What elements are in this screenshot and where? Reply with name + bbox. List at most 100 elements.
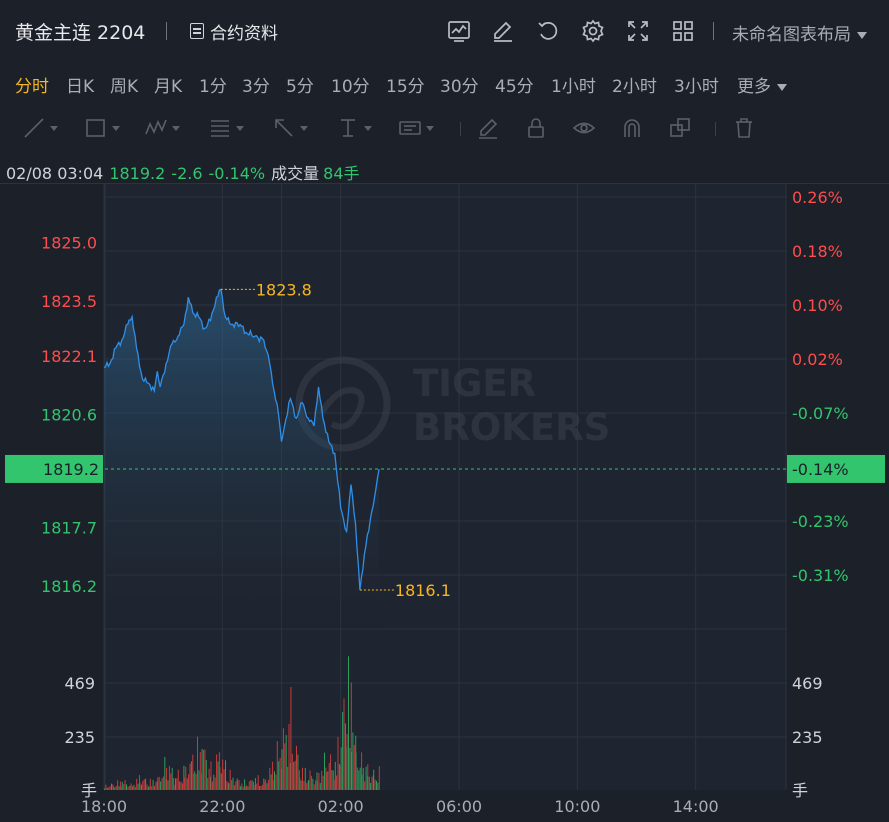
volume-bar <box>256 783 258 790</box>
tab-period-more[interactable]: 更多 <box>737 72 787 97</box>
volume-bar <box>128 786 130 790</box>
volume-bar <box>195 773 197 790</box>
volume-bar <box>358 770 360 790</box>
current-pct-tag-bg <box>787 454 885 483</box>
volume-bar <box>359 767 361 790</box>
tab-period-30min[interactable]: 30分 <box>440 77 479 97</box>
rect-tool-icon[interactable] <box>84 116 120 140</box>
copy-icon[interactable] <box>668 116 692 140</box>
tab-period-day[interactable]: 日K <box>66 77 95 97</box>
contract-info-label: 合约资料 <box>210 23 278 44</box>
tab-period-3min[interactable]: 3分 <box>242 77 270 97</box>
arrow-tool-icon[interactable] <box>272 116 308 140</box>
volume-bar <box>313 784 315 790</box>
tab-period-10min[interactable]: 10分 <box>331 77 370 97</box>
volume-bar <box>112 786 114 790</box>
volume-bar <box>267 779 269 790</box>
current-pct-tag: -0.14% <box>792 460 849 479</box>
tab-period-5min[interactable]: 5分 <box>286 77 314 97</box>
watermark-line1: TIGER <box>413 362 536 405</box>
text-label-tool-icon[interactable] <box>398 116 434 140</box>
volume-bar <box>142 780 144 790</box>
undo-icon[interactable] <box>535 18 561 44</box>
tab-period-1h[interactable]: 1小时 <box>551 77 596 97</box>
volume-bar <box>132 786 133 790</box>
volume-bar <box>285 735 287 790</box>
time-tick-label: 10:00 <box>554 797 600 816</box>
lock-icon[interactable] <box>524 116 548 140</box>
volume-bar <box>370 783 372 790</box>
fullscreen-icon[interactable] <box>625 18 651 44</box>
volume-bar <box>183 777 185 790</box>
more-label: 更多 <box>737 77 771 97</box>
time-tick-label: 06:00 <box>436 797 482 816</box>
fib-tool-icon[interactable] <box>208 116 244 140</box>
quote-datetime: 02/08 03:04 <box>6 164 104 183</box>
volume-bar <box>166 767 168 790</box>
volume-bar <box>250 780 252 790</box>
volume-bar <box>192 754 194 790</box>
line-tool-icon[interactable] <box>22 116 58 140</box>
volume-bar <box>296 745 297 790</box>
tab-period-45min[interactable]: 45分 <box>495 77 534 97</box>
tab-period-1min[interactable]: 1分 <box>199 77 227 97</box>
volume-bar <box>242 786 244 790</box>
volume-bar <box>336 775 338 790</box>
pct-tick-label: 0.10% <box>792 296 843 315</box>
volume-bar <box>356 767 358 790</box>
volume-bar <box>279 757 281 790</box>
high-label: 1823.8 <box>256 280 312 299</box>
volume-bar <box>344 723 346 790</box>
volume-bar <box>170 773 172 790</box>
eye-icon[interactable] <box>572 116 596 140</box>
volume-bar <box>229 769 231 790</box>
layout-name-dropdown[interactable]: 未命名图表布局 <box>732 20 867 45</box>
low-label: 1816.1 <box>395 581 451 600</box>
tab-period-3h[interactable]: 3小时 <box>674 77 719 97</box>
trash-icon[interactable] <box>732 116 756 140</box>
tab-period-timeshare[interactable]: 分时 <box>15 77 49 97</box>
tab-period-week[interactable]: 周K <box>110 77 139 97</box>
volume-bar <box>266 783 268 790</box>
gear-icon[interactable] <box>580 18 606 44</box>
period-tabs: 分时 日K 周K 月K 1分 3分 5分 10分 15分 30分 45分 1小时… <box>0 62 889 104</box>
volume-bar <box>175 778 176 790</box>
tab-period-month[interactable]: 月K <box>154 77 183 97</box>
volume-bar <box>330 754 332 790</box>
wave-tool-icon[interactable] <box>144 116 180 140</box>
chart-line-icon[interactable] <box>446 18 472 44</box>
volume-bar <box>263 781 265 790</box>
grid-icon[interactable] <box>670 18 696 44</box>
magnet-icon[interactable] <box>620 116 644 140</box>
volume-bar <box>189 763 191 790</box>
volume-bar <box>177 769 179 790</box>
volume-bar <box>176 778 178 790</box>
pct-tick-label: -0.23% <box>792 512 849 531</box>
volume-bar <box>213 774 215 790</box>
volume-bar <box>247 786 249 790</box>
contract-info-button[interactable]: 合约资料 <box>190 18 278 44</box>
instrument-title: 黄金主连 2204 <box>15 22 146 44</box>
volume-bar <box>365 766 367 790</box>
time-tick-label: 02:00 <box>318 797 364 816</box>
edit-icon[interactable] <box>490 18 516 44</box>
volume-bar <box>272 780 274 790</box>
volume-bar <box>119 781 121 790</box>
brush-icon[interactable] <box>476 116 500 140</box>
volume-bar <box>315 780 317 790</box>
volume-bar <box>348 656 349 790</box>
volume-bar <box>317 781 318 790</box>
price-chart[interactable]: TIGER BROKERS 1819.2 -0.14% 1823.8 1816.1 1… <box>0 184 889 822</box>
tab-period-15min[interactable]: 15分 <box>386 77 425 97</box>
volume-bar <box>352 732 354 790</box>
volume-bar <box>306 783 308 790</box>
volume-bar <box>257 775 259 790</box>
volume-bar <box>217 761 219 790</box>
volume-bar <box>334 761 336 790</box>
text-position-tool-icon[interactable] <box>336 116 372 140</box>
volume-bar <box>362 768 364 790</box>
volume-bar <box>194 771 196 790</box>
volume-bar <box>111 783 112 790</box>
volume-bar <box>340 747 342 790</box>
tab-period-2h[interactable]: 2小时 <box>612 77 657 97</box>
